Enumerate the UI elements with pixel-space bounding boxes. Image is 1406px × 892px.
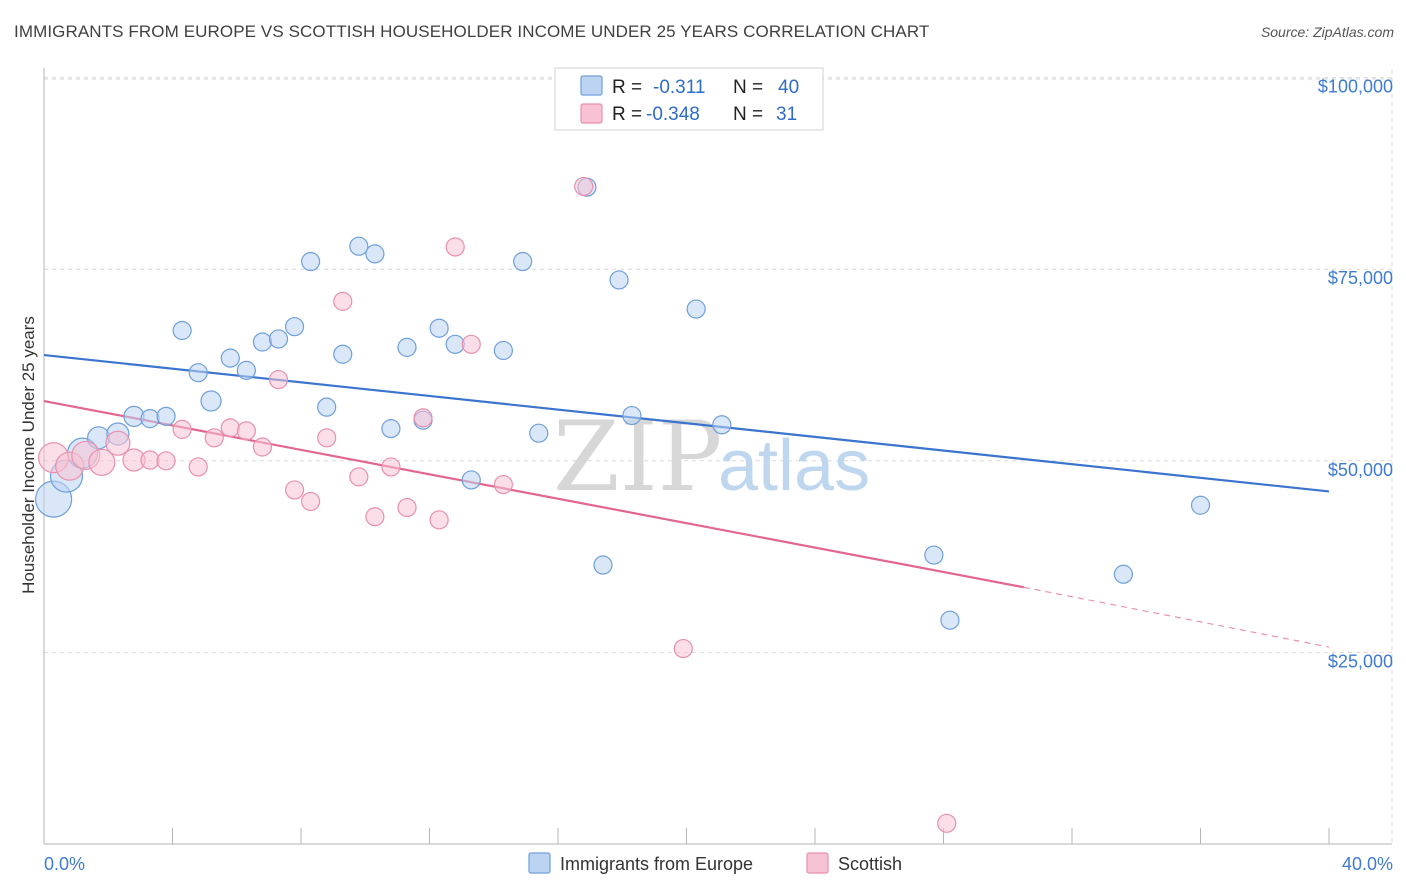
data-point-europe (622, 405, 642, 426)
watermark: ZIP atlas (553, 401, 870, 513)
data-point-europe (429, 318, 449, 338)
data-point-scottish (268, 369, 289, 390)
data-point-europe (381, 419, 401, 439)
data-point-europe (172, 320, 192, 341)
data-point-scottish (445, 237, 465, 257)
data-point-europe (445, 334, 465, 354)
chart-title: IMMIGRANTS FROM EUROPE VS SCOTTISH HOUSE… (14, 22, 930, 41)
x-axis-max-label: 40.0% (1342, 854, 1393, 874)
legend-swatch-scottish (580, 103, 603, 124)
grid (44, 70, 1393, 844)
data-point-europe (712, 415, 732, 435)
data-point-scottish (236, 421, 256, 441)
series-legend: Immigrants from Europe Scottish (528, 852, 902, 874)
data-point-scottish (461, 334, 481, 354)
data-point-scottish (333, 291, 353, 311)
series-legend-label-europe: Immigrants from Europe (560, 854, 753, 874)
data-point-scottish (301, 491, 321, 512)
data-point-europe (924, 545, 944, 565)
legend-r-value-europe: -0.311 (653, 77, 705, 98)
data-point-europe (609, 270, 629, 290)
data-point-scottish (397, 497, 417, 518)
data-point-europe (529, 423, 549, 443)
y-tick-labels: $25,000 $50,000 $75,000 $100,000 (1318, 77, 1393, 672)
legend-r-value-scottish: -0.348 (646, 104, 700, 125)
data-point-europe (686, 299, 706, 319)
data-point-scottish (172, 419, 192, 439)
legend-n-label-europe: N = (733, 77, 763, 98)
data-point-scottish (673, 638, 693, 659)
watermark-atlas: atlas (718, 426, 870, 506)
trend-line-europe (43, 353, 1330, 493)
series-legend-label-scottish: Scottish (838, 854, 902, 874)
data-point-europe (397, 337, 417, 357)
data-point-scottish (349, 467, 369, 487)
data-point-europe (461, 470, 481, 490)
x-axis-min-label: 0.0% (44, 854, 85, 874)
data-point-scottish (220, 418, 240, 438)
data-point-scottish (204, 428, 224, 448)
data-point-europe (252, 332, 273, 352)
data-point-europe (365, 244, 385, 264)
data-point-europe (140, 409, 160, 429)
legend-n-value-europe: 40 (778, 77, 799, 98)
data-point-europe (317, 397, 337, 417)
data-point-scottish (140, 450, 160, 470)
legend-n-value-scottish: 31 (776, 104, 797, 125)
stats-legend: R = -0.311 N = 40 R = -0.348 N = 31 (554, 67, 824, 131)
data-point-europe (493, 340, 513, 361)
data-point-scottish (381, 457, 401, 477)
data-point-europe (236, 360, 256, 380)
data-point-europe (940, 610, 960, 630)
data-point-europe (156, 406, 176, 426)
y-tick-label: $25,000 (1328, 651, 1393, 671)
data-point-europe (513, 251, 533, 272)
data-point-scottish (317, 428, 337, 448)
data-point-scottish (937, 813, 957, 833)
data-point-scottish (284, 480, 305, 500)
legend-swatch-europe (580, 75, 603, 96)
data-point-scottish (413, 408, 433, 428)
data-point-europe (268, 329, 289, 349)
legend-r-label-europe: R = (612, 77, 642, 98)
data-point-scottish (88, 448, 116, 476)
y-axis-label: Householder Income Under 25 years (19, 316, 38, 594)
data-point-scottish (493, 474, 513, 495)
series-legend-swatch-scottish (806, 852, 829, 874)
source-label: Source: ZipAtlas.com (1260, 24, 1394, 40)
data-point-europe (200, 390, 222, 412)
data-point-scottish (429, 510, 449, 530)
trend-line-extension-scottish (1023, 586, 1330, 648)
data-point-europe (333, 344, 353, 364)
series-legend-swatch-europe (528, 852, 551, 874)
legend-r-label-scottish: R = (612, 104, 642, 125)
data-point-scottish (188, 457, 208, 477)
data-point-scottish (105, 430, 131, 456)
data-point-scottish (156, 451, 176, 471)
data-point-europe (349, 236, 369, 256)
y-tick-label: $50,000 (1328, 460, 1393, 480)
data-point-europe (301, 251, 321, 272)
data-point-europe (1190, 495, 1211, 515)
data-point-europe (220, 348, 240, 368)
data-point-europe (188, 363, 208, 383)
data-points (35, 176, 1211, 833)
data-point-europe (1113, 564, 1134, 584)
legend-n-label-scottish: N = (733, 104, 763, 125)
y-tick-label: $75,000 (1328, 268, 1393, 288)
data-point-europe (284, 317, 305, 337)
y-tick-label: $100,000 (1318, 77, 1393, 97)
data-point-scottish (574, 176, 594, 197)
data-point-scottish (252, 437, 273, 457)
data-point-scottish (365, 507, 385, 527)
data-point-europe (593, 555, 613, 575)
